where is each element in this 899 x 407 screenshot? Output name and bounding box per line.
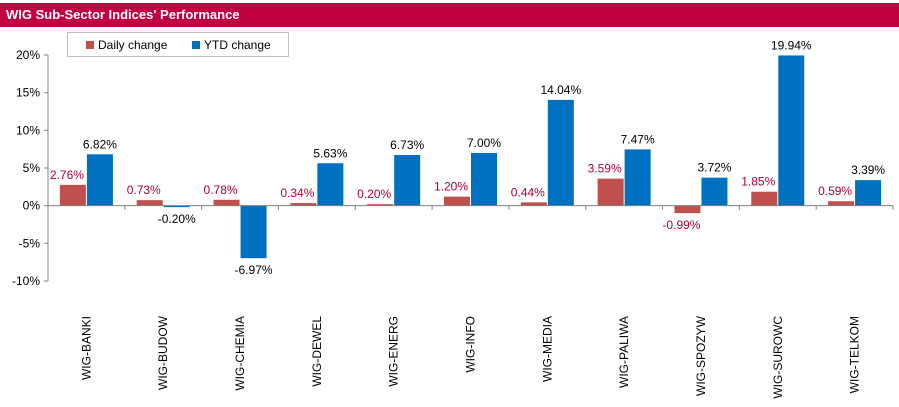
ytd-data-label: 7.00% [467, 136, 501, 150]
chart-title: WIG Sub-Sector Indices' Performance [6, 7, 240, 22]
ytd-bar [163, 205, 190, 208]
chart-title-bar: WIG Sub-Sector Indices' Performance [0, 3, 899, 27]
ytd-data-label: -6.97% [235, 263, 273, 277]
y-tick-label: 15% [16, 86, 40, 100]
daily-data-label: 3.59% [588, 162, 622, 176]
legend-label-ytd: YTD change [204, 38, 271, 52]
ytd-data-label: -0.20% [158, 212, 196, 226]
ytd-data-label: 6.73% [390, 138, 424, 152]
x-category-label: WIG-PALIWA [617, 316, 631, 388]
daily-bar [367, 204, 394, 206]
daily-bar [751, 191, 778, 206]
daily-bar [520, 202, 547, 206]
x-category-label: WIG-BUDOW [156, 315, 170, 390]
ytd-data-label: 3.72% [697, 161, 731, 175]
x-category-label: WIG-BANKI [79, 316, 93, 380]
x-category-label: WIG-MEDIA [540, 316, 554, 382]
daily-data-label: 1.20% [434, 180, 468, 194]
daily-bar [59, 184, 86, 206]
ytd-bar [394, 154, 421, 206]
ytd-data-label: 7.47% [621, 132, 655, 146]
legend-swatch-ytd [192, 41, 200, 49]
daily-bar [213, 199, 240, 206]
y-tick-label: 10% [16, 123, 40, 137]
ytd-data-label: 14.04% [540, 83, 581, 97]
daily-data-label: 0.78% [204, 183, 238, 197]
ytd-data-label: 19.94% [771, 38, 812, 52]
x-category-label: WIG-DEWEL [310, 316, 324, 387]
ytd-bar [317, 163, 344, 206]
daily-data-label: 0.34% [280, 186, 314, 200]
ytd-bar [86, 154, 113, 206]
daily-bar [136, 200, 163, 206]
ytd-bar [471, 152, 497, 206]
daily-data-label: -0.99% [662, 218, 700, 232]
daily-bar [597, 178, 624, 206]
ytd-bar [240, 205, 267, 259]
ytd-bar [855, 180, 882, 206]
ytd-data-label: 6.82% [83, 137, 117, 151]
y-tick-label: 0% [23, 199, 41, 213]
x-category-label: WIG-CHEMIA [233, 316, 247, 391]
ytd-bar [701, 177, 728, 206]
daily-data-label: 0.73% [127, 183, 161, 197]
legend-swatch-daily [86, 41, 94, 49]
x-category-label: WIG-SPOZYW [694, 315, 708, 396]
x-category-label: WIG-TELKOM [848, 316, 862, 393]
daily-data-label: 1.85% [741, 175, 775, 189]
x-category-label: WIG-INFO [464, 316, 478, 373]
x-category-label: WIG-ENERG [387, 316, 401, 387]
legend-label-daily: Daily change [98, 38, 168, 52]
ytd-data-label: 3.39% [851, 163, 885, 177]
chart-legend: Daily change YTD change [67, 32, 289, 57]
y-tick-label: -10% [12, 274, 40, 288]
x-category-label: WIG-SUROWC [771, 316, 785, 399]
y-tick-label: 20% [16, 48, 40, 62]
ytd-bar [624, 149, 651, 206]
ytd-data-label: 5.63% [313, 146, 347, 160]
daily-bar [444, 196, 470, 206]
daily-bar [674, 205, 701, 214]
daily-data-label: 0.59% [818, 184, 852, 198]
y-tick-label: 5% [23, 161, 41, 175]
y-tick-label: -5% [19, 236, 41, 250]
daily-data-label: 0.44% [511, 185, 545, 199]
ytd-bar [778, 55, 805, 206]
ytd-bar [547, 99, 574, 206]
daily-bar [290, 203, 317, 206]
daily-data-label: 2.76% [50, 168, 84, 182]
daily-bar [828, 201, 855, 206]
daily-data-label: 0.20% [357, 187, 391, 201]
